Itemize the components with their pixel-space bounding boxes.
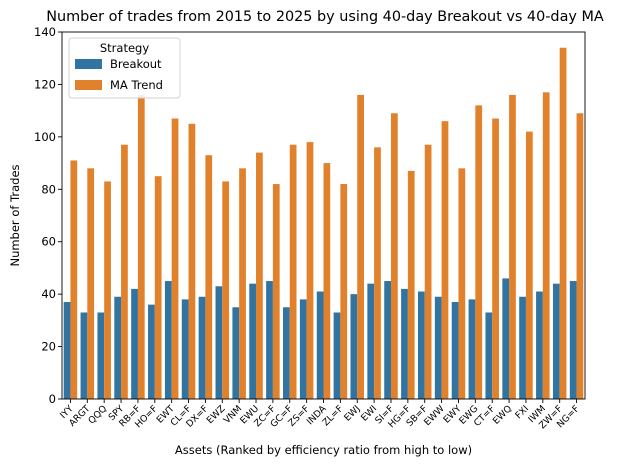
x-tick-label: EWQ — [491, 403, 514, 426]
bar-breakout-ewq — [502, 278, 510, 399]
bar-breakout-sb-f — [417, 291, 425, 399]
bar-ma-trend-ewq — [509, 94, 516, 399]
bar-breakout-ng-f — [569, 281, 577, 399]
y-tick-label: 140 — [34, 25, 56, 39]
bar-breakout-ewg — [468, 299, 476, 399]
legend-label-ma-trend: MA Trend — [110, 78, 163, 92]
bar-ma-trend-eww — [441, 121, 449, 399]
bar-breakout-hg-f — [401, 288, 408, 399]
bar-breakout-inda — [316, 291, 324, 399]
bar-breakout-iwm — [536, 291, 543, 399]
bar-ma-trend-spy — [121, 144, 128, 399]
bar-breakout-ct-f — [485, 312, 493, 399]
x-axis: IYYARGTQQQSPYRB=FHO=FEWTCL=FDX=FEWZVNMEW… — [58, 399, 582, 431]
legend-items: Breakout MA Trend — [75, 57, 163, 92]
bar-ma-trend-rb-f — [137, 94, 145, 399]
x-tick-label: EWJ — [342, 403, 362, 423]
bar-ma-trend-ewt — [171, 118, 179, 399]
y-tick-label: 60 — [41, 235, 56, 249]
bar-breakout-zc-f — [266, 281, 273, 399]
y-tick-label: 120 — [34, 77, 56, 91]
bar-ma-trend-ho-f — [154, 176, 162, 399]
legend: Strategy Breakout MA Trend — [68, 37, 181, 99]
y-tick-label: 40 — [41, 287, 56, 301]
bar-ma-trend-ewu — [256, 152, 263, 399]
bar-ma-trend-ewj — [357, 94, 364, 399]
bar-ma-trend-ct-f — [492, 118, 499, 399]
plot-frame — [61, 31, 586, 400]
bar-breakout-fxi — [519, 296, 526, 399]
bar-breakout-argt — [80, 312, 88, 399]
bar-breakout-eww — [434, 296, 442, 399]
legend-swatch-ma-trend — [75, 80, 102, 90]
y-axis-label: Number of Trades — [8, 164, 22, 266]
bar-ma-trend-inda — [323, 163, 331, 399]
bar-ma-trend-ewz — [222, 181, 230, 399]
bar-ma-trend-ewi — [374, 147, 381, 399]
bar-breakout-spy — [114, 296, 122, 399]
bar-ma-trend-argt — [87, 168, 95, 399]
bar-ma-trend-sb-f — [424, 144, 432, 399]
bar-breakout-dx-f — [198, 296, 206, 399]
bar-breakout-gc-f — [283, 307, 290, 399]
bar-ma-trend-zc-f — [272, 184, 280, 399]
y-tick-label: 0 — [49, 392, 56, 406]
bar-ma-trend-ewg — [475, 105, 483, 400]
bar-breakout-zw-f — [552, 283, 560, 399]
bar-breakout-vnm — [232, 307, 240, 399]
bar-breakout-qqq — [97, 312, 105, 399]
bar-ma-trend-dx-f — [205, 155, 213, 399]
bar-ma-trend-iyy — [70, 160, 78, 399]
bar-breakout-rb-f — [131, 288, 138, 399]
bar-breakout-zs-f — [299, 299, 307, 399]
legend-swatch-breakout — [75, 59, 102, 69]
bar-breakout-ewy — [451, 302, 459, 399]
y-tick-label: 20 — [41, 340, 56, 354]
bar-breakout-zl-f — [333, 312, 341, 399]
bar-ma-trend-iwm — [542, 92, 550, 399]
bar-ma-trend-zw-f — [559, 47, 567, 399]
bars-layer — [63, 47, 584, 400]
bar-breakout-ewi — [367, 283, 375, 399]
y-axis: 0 20 40 60 80 100 120 140 — [34, 25, 62, 406]
bar-breakout-ewz — [215, 286, 223, 399]
bar-breakout-cl-f — [181, 299, 189, 399]
legend-label-breakout: Breakout — [110, 57, 162, 71]
bar-breakout-ewj — [350, 294, 358, 399]
chart-title: Number of trades from 2015 to 2025 by us… — [46, 9, 604, 25]
bar-ma-trend-vnm — [239, 168, 246, 399]
bar-ma-trend-fxi — [525, 131, 533, 400]
bar-ma-trend-zl-f — [340, 184, 348, 399]
bar-breakout-si-f — [384, 281, 391, 399]
bar-ma-trend-ewy — [458, 168, 466, 399]
bar-ma-trend-hg-f — [407, 170, 415, 399]
bar-ma-trend-cl-f — [188, 123, 196, 399]
bar-breakout-ewt — [164, 281, 172, 399]
bar-breakout-iyy — [63, 302, 71, 399]
bar-breakout-ho-f — [148, 304, 155, 399]
x-axis-label: Assets (Ranked by efficiency ratio from … — [175, 443, 472, 457]
bar-breakout-ewu — [249, 283, 257, 399]
bar-ma-trend-ng-f — [576, 113, 584, 399]
bar-ma-trend-zs-f — [306, 142, 314, 399]
bar-ma-trend-gc-f — [289, 144, 297, 399]
bar-ma-trend-qqq — [104, 181, 111, 399]
bar-ma-trend-si-f — [390, 113, 398, 399]
y-tick-label: 100 — [34, 130, 56, 144]
legend-title: Strategy — [100, 41, 149, 55]
y-tick-label: 80 — [41, 182, 56, 196]
